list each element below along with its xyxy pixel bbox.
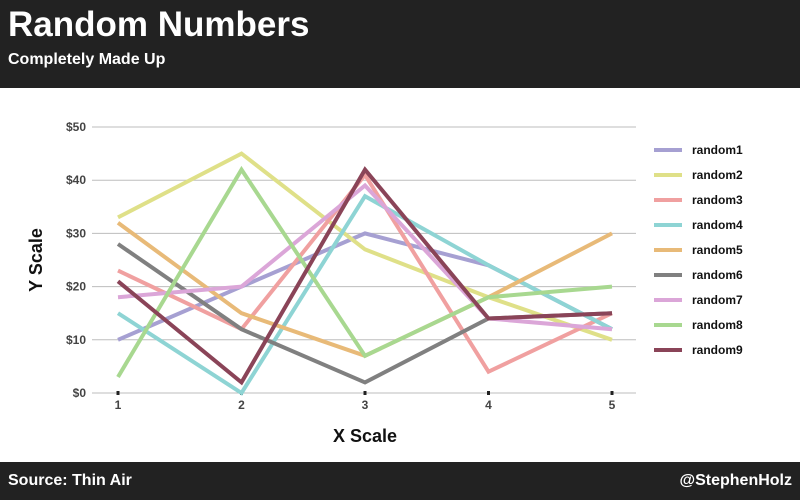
y-axis-title: Y Scale bbox=[26, 228, 46, 292]
footer-bar: Source: Thin Air @StephenHolz bbox=[0, 462, 800, 500]
source-note: Source: Thin Air bbox=[8, 472, 132, 489]
series-line-random8 bbox=[116, 165, 613, 379]
legend: random1 random2 random3 random4 random5 rando… bbox=[654, 143, 743, 357]
x-tick-label: 5 bbox=[609, 398, 616, 412]
header-bar: Random Numbers Completely Made Up bbox=[0, 0, 800, 88]
y-axis-ticks: $0 $10 $20 $30 $40 $50 bbox=[66, 120, 86, 400]
legend-label-random8: random8 bbox=[692, 318, 743, 332]
y-tick-label: $20 bbox=[66, 280, 86, 294]
y-tick-label: $0 bbox=[73, 386, 87, 400]
x-tick-label: 3 bbox=[362, 398, 369, 412]
chart-title: Random Numbers bbox=[8, 5, 310, 44]
legend-label-random7: random7 bbox=[692, 293, 743, 307]
x-tick-label: 4 bbox=[485, 398, 492, 412]
legend-label-random3: random3 bbox=[692, 193, 743, 207]
series-line-random4 bbox=[116, 193, 613, 396]
series-line-random3 bbox=[117, 171, 613, 375]
author-credit: @StephenHolz bbox=[679, 472, 793, 489]
y-tick-label: $10 bbox=[66, 333, 86, 347]
legend-label-random6: random6 bbox=[692, 268, 743, 282]
x-axis-title: X Scale bbox=[333, 426, 397, 446]
y-tick-label: $50 bbox=[66, 120, 86, 134]
x-tick-mark bbox=[363, 391, 367, 395]
chart-subtitle: Completely Made Up bbox=[8, 51, 166, 68]
x-tick-mark bbox=[487, 391, 490, 395]
legend-label-random1: random1 bbox=[692, 143, 743, 157]
x-tick-mark bbox=[116, 391, 120, 395]
x-tick-label: 2 bbox=[238, 398, 245, 412]
x-tick-mark bbox=[610, 391, 614, 395]
legend-label-random2: random2 bbox=[692, 168, 743, 182]
series-lines bbox=[116, 151, 613, 396]
y-tick-label: $30 bbox=[66, 226, 86, 240]
x-axis-ticks: 1 2 3 4 5 bbox=[115, 391, 616, 412]
x-tick-label: 1 bbox=[115, 398, 122, 412]
legend-label-random4: random4 bbox=[692, 218, 743, 232]
series-line-random7 bbox=[117, 182, 613, 332]
y-tick-label: $40 bbox=[66, 173, 86, 187]
legend-label-random5: random5 bbox=[692, 243, 743, 257]
series-line-random2 bbox=[117, 151, 613, 342]
legend-label-random9: random9 bbox=[692, 343, 743, 357]
series-line-random9 bbox=[116, 166, 613, 386]
